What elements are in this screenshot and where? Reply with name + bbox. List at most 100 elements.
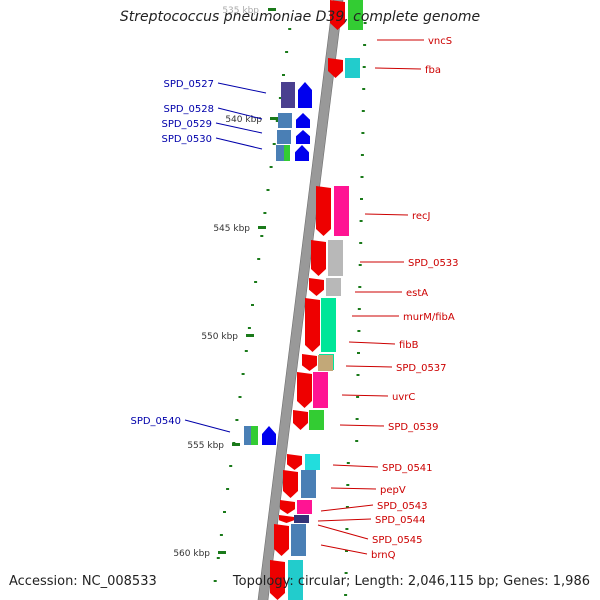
forward-gene-arrow	[293, 410, 308, 430]
tick-dot	[358, 264, 362, 266]
gene-label: uvrC	[392, 392, 415, 403]
gene-label-leader	[320, 504, 374, 512]
kbp-tick	[270, 117, 278, 120]
gene-label: fba	[425, 65, 441, 76]
kbp-label: 535 kbp	[222, 6, 259, 16]
gene-label: SPD_0537	[396, 363, 447, 374]
forward-gene-arrow	[279, 515, 294, 523]
cog-category-block	[277, 130, 291, 144]
tick-dot	[345, 550, 348, 552]
forward-gene-arrow	[328, 58, 343, 78]
tick-dot	[275, 120, 279, 122]
tick-dot	[288, 28, 292, 30]
cog-category-block	[251, 426, 258, 445]
gene-label-leader	[217, 82, 267, 94]
gene-label-leader	[317, 518, 372, 522]
gene-label: SPD_0541	[382, 463, 433, 474]
gene-label-leader	[217, 107, 263, 120]
gene-label: estA	[406, 288, 428, 299]
gene-label: fibB	[399, 340, 419, 351]
kbp-label: 550 kbp	[201, 332, 238, 342]
tick-dot	[360, 176, 364, 178]
forward-gene-arrow	[302, 355, 317, 371]
tick-dot	[357, 308, 361, 310]
gene-label: recJ	[412, 211, 431, 222]
genome-summary-text: Topology: circular; Length: 2,046,115 bp…	[232, 574, 590, 589]
tick-dot	[272, 143, 276, 145]
kbp-label: 555 kbp	[187, 441, 224, 451]
gene-label: vncS	[428, 36, 452, 47]
gene-label: SPD_0540	[130, 416, 181, 427]
kbp-tick	[268, 8, 276, 11]
cog-category-block	[291, 524, 306, 556]
tick-dot	[282, 74, 285, 76]
tick-dot	[244, 350, 248, 352]
tick-dot	[356, 374, 360, 376]
gene-label-leader	[341, 394, 389, 397]
tick-dot	[359, 220, 363, 222]
tick-dot	[257, 258, 261, 260]
tick-dot	[235, 419, 239, 421]
tick-dot	[238, 396, 242, 398]
gene-label-leader	[317, 524, 369, 540]
gene-label-leader	[374, 67, 422, 70]
gene-label: SPD_0527	[163, 79, 214, 90]
gene-label-leader	[364, 213, 409, 216]
tick-dot	[363, 44, 367, 46]
tick-dot	[346, 484, 350, 486]
cog-category-block	[318, 355, 333, 371]
cog-category-block	[334, 186, 349, 236]
gene-label: pepV	[380, 485, 406, 496]
tick-dot	[226, 488, 230, 490]
kbp-tick	[246, 334, 254, 337]
tick-dot	[241, 373, 245, 375]
tick-dot	[344, 572, 348, 574]
tick-dot	[361, 110, 365, 112]
gene-label: brnQ	[371, 550, 396, 561]
forward-gene-arrow	[309, 278, 324, 296]
tick-dot	[355, 440, 359, 442]
tick-dot	[362, 66, 366, 68]
gene-label: SPD_0530	[161, 134, 212, 145]
cog-category-block	[294, 515, 309, 523]
tick-dot	[251, 304, 254, 306]
cog-category-block	[345, 58, 360, 78]
reverse-gene-arrow	[296, 113, 310, 128]
gene-label-leader	[215, 137, 263, 150]
tick-dot	[223, 511, 226, 513]
reverse-gene-arrow	[295, 145, 309, 161]
reverse-gene-arrow	[298, 82, 312, 108]
reverse-gene-arrow	[262, 426, 276, 445]
tick-dot	[361, 132, 365, 134]
gene-label: SPD_0528	[163, 104, 214, 115]
accession-text: Accession: NC_008533	[9, 574, 157, 589]
tick-dot	[263, 212, 267, 214]
tick-dot	[345, 506, 349, 508]
gene-label: murM/fibA	[403, 312, 455, 323]
tick-dot	[346, 462, 350, 464]
cog-category-block	[348, 0, 363, 30]
cog-category-block	[328, 240, 343, 276]
cog-category-block	[326, 278, 341, 296]
forward-gene-arrow	[297, 372, 312, 408]
tick-dot	[357, 352, 360, 354]
forward-gene-arrow	[274, 524, 289, 556]
tick-dot	[260, 235, 264, 237]
tick-dot	[278, 97, 282, 99]
tick-dot	[362, 88, 366, 90]
gene-label-leader	[320, 544, 368, 555]
kbp-label: 545 kbp	[213, 224, 250, 234]
tick-dot	[254, 281, 258, 283]
forward-gene-arrow	[316, 186, 331, 236]
tick-dot	[266, 189, 270, 191]
forward-gene-arrow	[311, 240, 326, 276]
kbp-label: 560 kbp	[173, 549, 210, 559]
forward-gene-arrow	[280, 500, 295, 514]
tick-dot	[360, 198, 363, 200]
gene-label-leader	[348, 341, 396, 345]
gene-label-leader	[330, 487, 377, 490]
gene-label: SPD_0529	[161, 119, 212, 130]
forward-gene-arrow	[305, 298, 320, 352]
